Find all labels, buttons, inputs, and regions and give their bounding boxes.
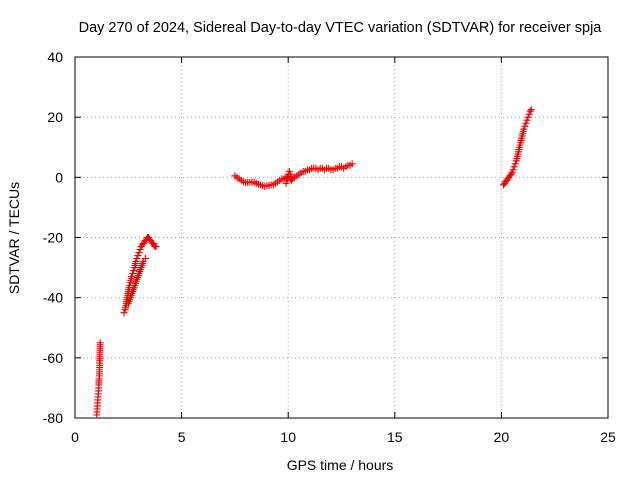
data-point	[521, 122, 529, 130]
x-tick-label: 20	[494, 429, 510, 445]
y-tick-label: -20	[43, 230, 63, 246]
data-point	[132, 258, 140, 266]
y-tick-label: 40	[47, 49, 63, 65]
data-point	[522, 119, 530, 127]
data-point	[120, 309, 128, 317]
data-point	[141, 255, 149, 263]
x-tick-label: 25	[600, 429, 616, 445]
data-point	[287, 176, 295, 184]
data-point	[282, 179, 290, 187]
data-point	[525, 110, 533, 118]
data-point	[526, 107, 534, 115]
data-point	[127, 273, 135, 281]
data-point	[509, 166, 517, 174]
y-tick-label: 20	[47, 109, 63, 125]
x-axis-label: GPS time / hours	[287, 457, 394, 473]
x-tick-label: 15	[387, 429, 403, 445]
data-point	[527, 106, 535, 114]
data-point	[134, 252, 142, 260]
y-tick-label: 0	[55, 169, 63, 185]
axis-ticks: 0 5 10 15 20 25 -80 -60 -40 -20 0 20 40	[43, 49, 616, 445]
grid	[75, 57, 608, 418]
data-point	[96, 339, 104, 347]
data-point	[524, 113, 532, 121]
data-point	[135, 249, 143, 257]
y-tick-label: -80	[43, 410, 63, 426]
y-axis-label: SDTVAR / TECUs	[6, 182, 22, 294]
y-tick-label: -40	[43, 290, 63, 306]
data-point	[511, 160, 519, 168]
data-point	[348, 160, 356, 168]
data-point	[510, 163, 518, 171]
y-tick-label: -60	[43, 350, 63, 366]
data-point	[508, 169, 516, 177]
data-point	[133, 255, 141, 263]
data-point	[129, 270, 137, 278]
data-point	[136, 246, 144, 254]
data-point	[285, 167, 293, 175]
x-tick-label: 10	[280, 429, 296, 445]
x-tick-label: 0	[71, 429, 79, 445]
data-points	[93, 106, 535, 419]
data-point	[130, 267, 138, 275]
chart-title: Day 270 of 2024, Sidereal Day-to-day VTE…	[79, 20, 603, 36]
data-point	[507, 170, 515, 178]
data-point	[152, 243, 160, 251]
data-point	[523, 116, 531, 124]
x-tick-label: 5	[178, 429, 186, 445]
data-point	[520, 125, 528, 133]
